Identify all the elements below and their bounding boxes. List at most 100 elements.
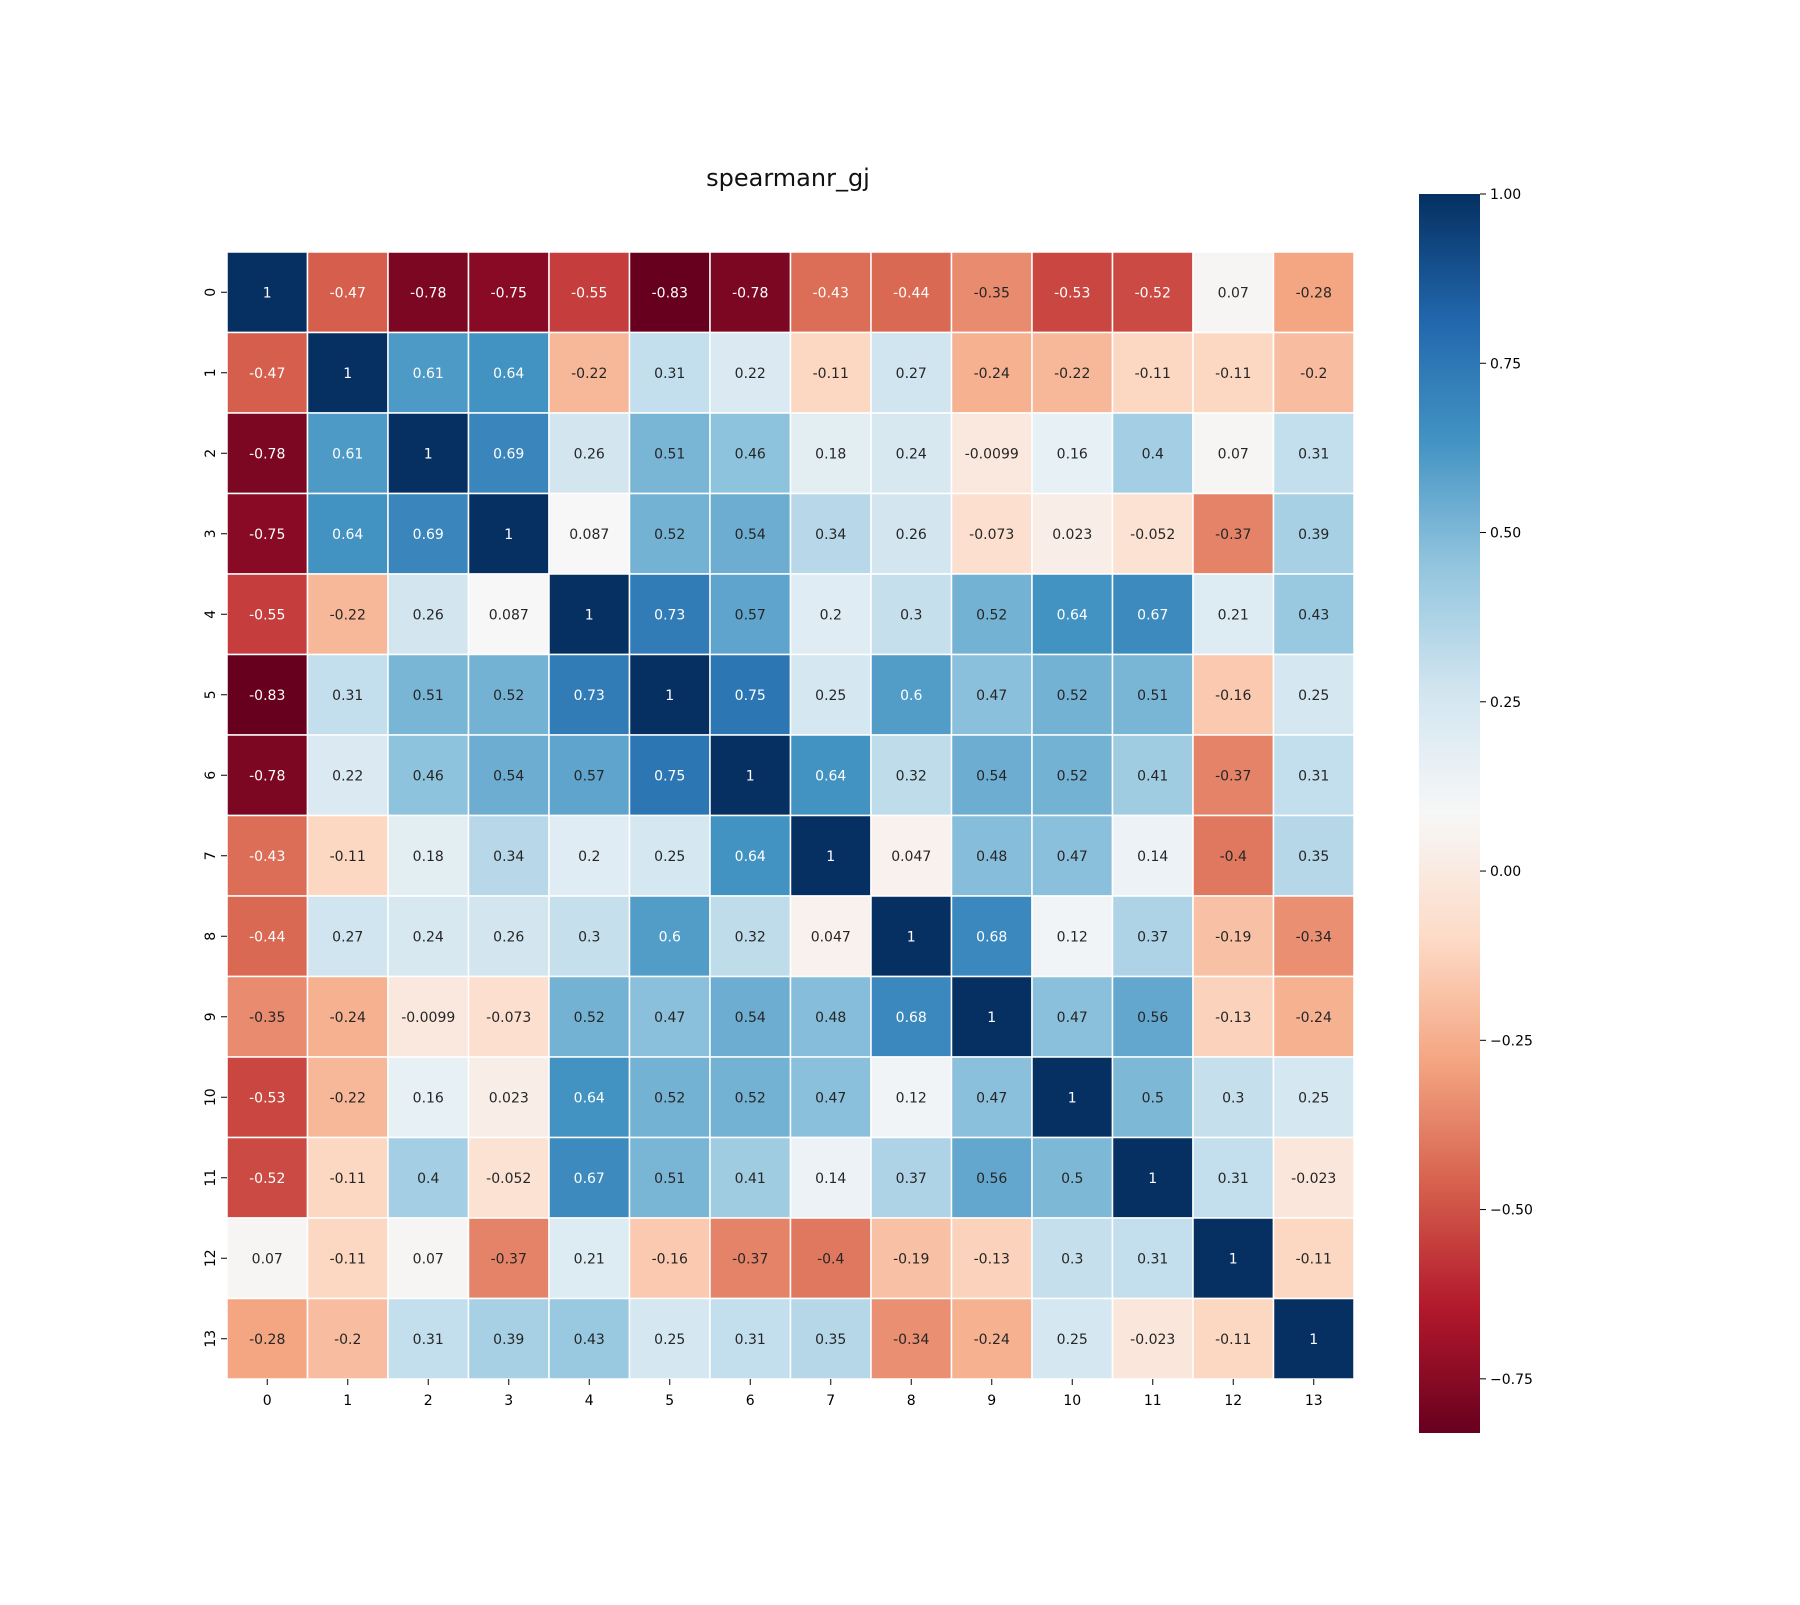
cell-value-label: 0.43 <box>1298 607 1329 623</box>
cell-value-label: 0.73 <box>574 688 605 704</box>
heatmap-cell <box>950 1056 1033 1139</box>
heatmap-cell <box>709 1056 792 1139</box>
cell-value-label: 0.52 <box>493 688 524 704</box>
y-tick-label: 13 <box>203 1330 219 1348</box>
heatmap-cell <box>1272 1056 1355 1139</box>
cell-value-label: -0.53 <box>249 1090 285 1106</box>
cell-value-label: 0.69 <box>493 446 524 462</box>
heatmap-cell <box>1031 1297 1114 1380</box>
cell-value-label: 0.57 <box>735 607 766 623</box>
cell-value-label: -0.24 <box>1296 1010 1332 1026</box>
cell-value-label: 1 <box>263 285 272 301</box>
cell-value-label: 0.25 <box>654 849 685 865</box>
cell-value-label: 0.35 <box>1298 849 1329 865</box>
cell-value-label: 0.35 <box>815 1332 846 1348</box>
heatmap-cell <box>387 1056 470 1139</box>
y-tick-label: 6 <box>203 771 219 780</box>
heatmap-cell <box>1192 734 1275 817</box>
heatmap-cell <box>226 895 309 978</box>
cell-value-label: 0.34 <box>493 849 524 865</box>
cell-value-label: -0.24 <box>330 1010 366 1026</box>
heatmap-cell <box>1111 492 1194 575</box>
heatmap-cell <box>870 814 953 897</box>
cell-value-label: 0.54 <box>735 1010 766 1026</box>
heatmap-cell <box>1192 1136 1275 1219</box>
heatmap-cell <box>548 492 631 575</box>
cell-value-label: 0.22 <box>735 366 766 382</box>
cell-value-label: -0.34 <box>1296 929 1332 945</box>
cell-value-label: -0.35 <box>974 285 1010 301</box>
cell-value-label: 0.47 <box>976 688 1007 704</box>
heatmap-cell <box>387 734 470 817</box>
cell-value-label: 0.07 <box>1218 285 1249 301</box>
cell-value-label: 0.48 <box>976 849 1007 865</box>
cell-value-label: 0.52 <box>654 1090 685 1106</box>
heatmap-cell <box>789 1217 872 1300</box>
cell-value-label: 0.51 <box>654 446 685 462</box>
y-tick-label: 2 <box>203 449 219 458</box>
cell-value-label: 0.47 <box>654 1010 685 1026</box>
cell-value-label: 0.087 <box>489 607 529 623</box>
heatmap-cell <box>387 1136 470 1219</box>
cell-value-label: -0.43 <box>249 849 285 865</box>
heatmap-cell <box>306 975 389 1058</box>
heatmap-cell <box>467 734 550 817</box>
heatmap-cell <box>1111 1297 1194 1380</box>
heatmap-cell <box>1272 975 1355 1058</box>
heatmap-cell <box>1031 412 1114 495</box>
colorbar-tick-label: 1.00 <box>1490 187 1521 203</box>
cell-value-label: 0.69 <box>413 527 444 543</box>
x-tick-label: 2 <box>424 1393 433 1409</box>
cell-value-label: 0.64 <box>574 1090 605 1106</box>
heatmap-cell <box>870 412 953 495</box>
heatmap-cell <box>1031 734 1114 817</box>
cell-value-label: -0.16 <box>1215 688 1251 704</box>
x-tick-label: 10 <box>1063 1393 1081 1409</box>
cell-value-label: 0.51 <box>654 1171 685 1187</box>
y-tick-label: 4 <box>203 610 219 619</box>
cell-value-label: 0.25 <box>1298 688 1329 704</box>
cell-value-label: -0.16 <box>652 1251 688 1267</box>
heatmap-cell <box>387 573 470 656</box>
x-tick-label: 11 <box>1144 1393 1162 1409</box>
heatmap-cell <box>870 1136 953 1219</box>
heatmap-cell <box>226 492 309 575</box>
y-tick-label: 10 <box>203 1088 219 1106</box>
heatmap-cell <box>387 895 470 978</box>
cell-value-label: -0.11 <box>813 366 849 382</box>
heatmap-cell <box>628 814 711 897</box>
cell-value-label: 0.52 <box>735 1090 766 1106</box>
heatmap-cell <box>1272 331 1355 414</box>
cell-value-label: 0.31 <box>1218 1171 1249 1187</box>
cell-value-label: -0.023 <box>1291 1171 1336 1187</box>
cell-value-label: -0.35 <box>249 1010 285 1026</box>
heatmap-cell <box>950 814 1033 897</box>
heatmap-cells <box>226 251 1355 1380</box>
cell-value-label: 0.31 <box>332 688 363 704</box>
cell-value-label: 0.26 <box>896 527 927 543</box>
heatmap-cell <box>1031 895 1114 978</box>
heatmap-cell <box>548 653 631 736</box>
cell-value-label: 0.24 <box>413 929 444 945</box>
heatmap-cell <box>950 1217 1033 1300</box>
cell-value-label: -0.0099 <box>965 446 1019 462</box>
heatmap-cell <box>226 251 309 334</box>
x-tick-label: 7 <box>826 1393 835 1409</box>
y-tick-label: 8 <box>203 932 219 941</box>
heatmap-cell <box>789 895 872 978</box>
cell-value-label: 0.087 <box>569 527 609 543</box>
cell-value-label: 0.3 <box>1061 1251 1083 1267</box>
cell-value-label: 0.52 <box>1057 768 1088 784</box>
cell-value-label: 0.12 <box>1057 929 1088 945</box>
cell-value-label: 0.52 <box>976 607 1007 623</box>
heatmap-cell <box>548 975 631 1058</box>
cell-value-label: 0.64 <box>1057 607 1088 623</box>
heatmap-cell <box>467 492 550 575</box>
cell-value-label: 0.46 <box>735 446 766 462</box>
cell-value-label: -0.11 <box>1215 1332 1251 1348</box>
cell-value-label: -0.53 <box>1054 285 1090 301</box>
cell-value-label: -0.22 <box>330 1090 366 1106</box>
colorbar-gradient <box>1419 194 1480 1433</box>
cell-value-label: 0.39 <box>1298 527 1329 543</box>
